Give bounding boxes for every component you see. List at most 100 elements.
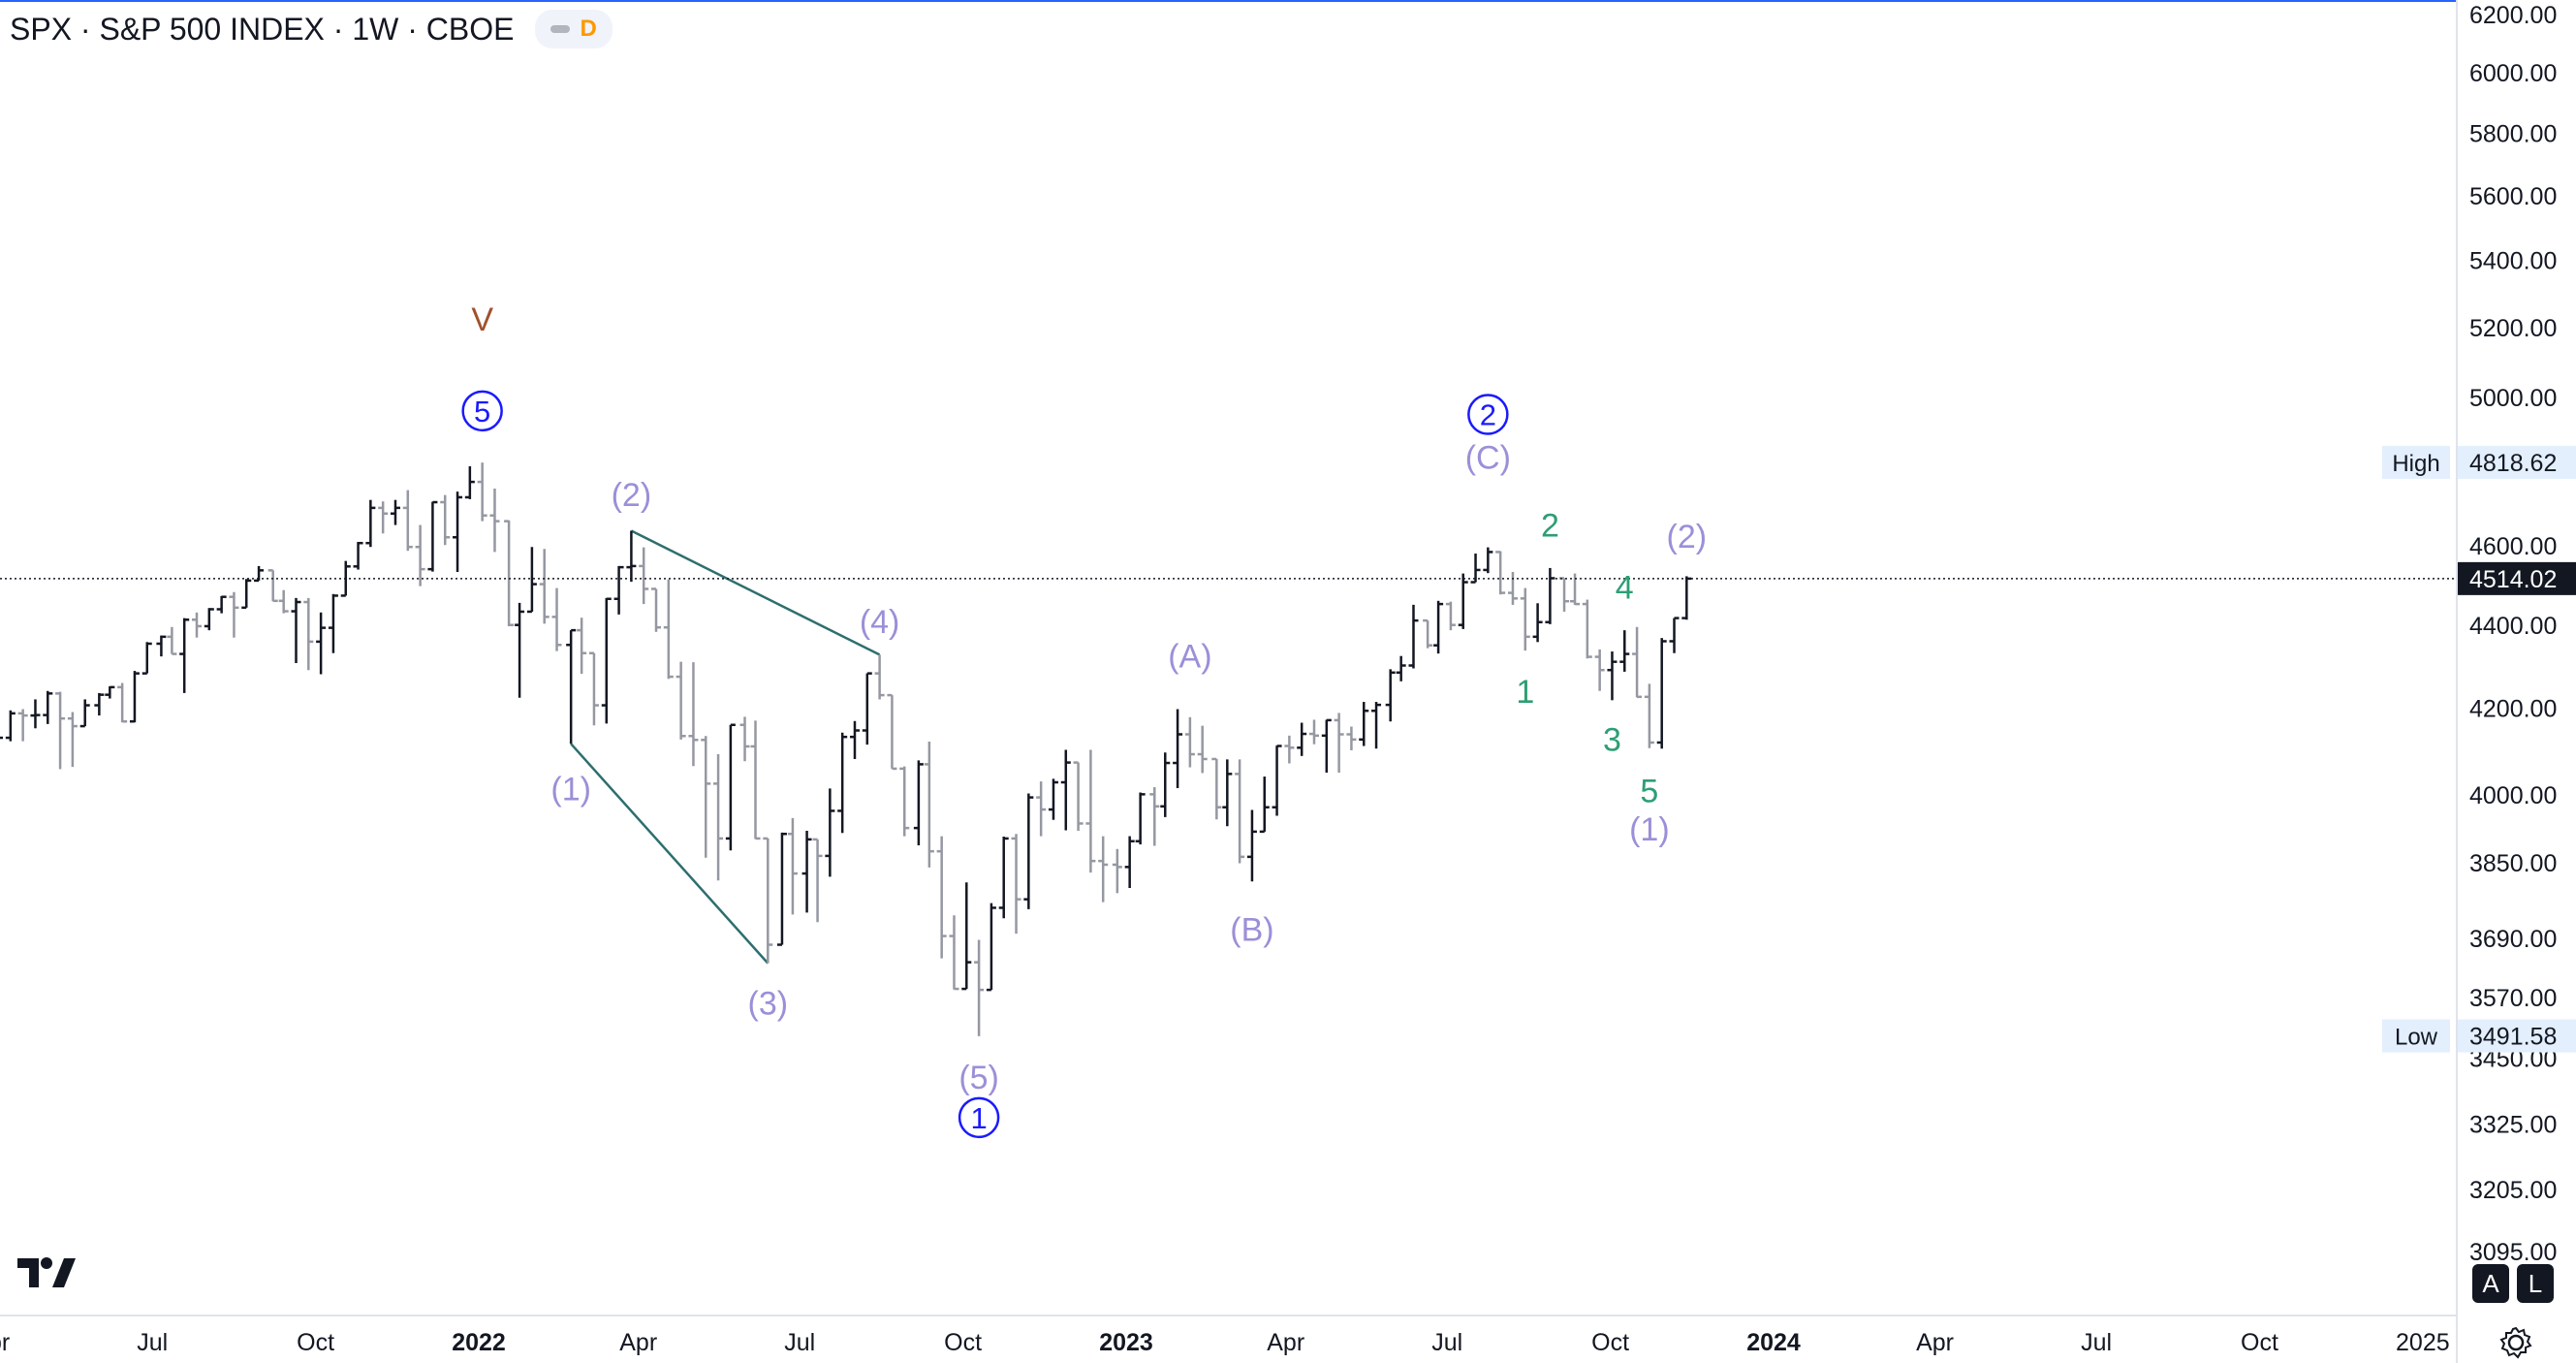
ohlc-bar [1470,554,1481,584]
price-tag-bg [2458,561,2576,595]
wave-label-circle [958,1096,1000,1139]
ohlc-bar [1433,600,1444,654]
ohlc-bar [316,612,327,675]
log-scale-button[interactable]: L [2517,1264,2554,1303]
time-tick-label: Apr [619,1329,657,1356]
price-tag-value: 3491.58 [2469,1024,2557,1051]
price-tick-label: 5600.00 [2469,183,2557,210]
price-tick-label: 4600.00 [2469,533,2557,560]
ohlc-bar [1197,725,1208,774]
auto-scale-button[interactable]: A [2472,1264,2509,1303]
ohlc-bar [1632,626,1643,699]
ohlc-bar [55,691,66,770]
wave-label: (2) [612,477,652,514]
symbol-title[interactable]: SPX · S&P 500 INDEX · 1W · CBOE [10,11,515,47]
ohlc-bar [1594,649,1605,691]
price-tick-label: 3690.00 [2469,926,2557,953]
price-tag-value: 4818.62 [2469,450,2557,477]
ohlc-bar [105,685,115,699]
ohlc-bar [725,723,736,851]
trendline [570,743,770,965]
ohlc-bar [1681,576,1692,620]
price-tick-label: 3325.00 [2469,1111,2557,1138]
ohlc-bar [1124,836,1135,889]
ohlc-bar [1098,836,1109,903]
wave-label: (C) [1465,440,1511,477]
ohlc-bar [241,579,252,610]
ohlc-bar [365,499,376,548]
ohlc-bar [156,635,167,657]
ohlc-bar [378,501,389,534]
time-tick-label: Jul [784,1329,815,1356]
wave-label: (5) [958,1060,999,1096]
ohlc-bar [0,736,4,740]
ohlc-bar [1023,793,1034,909]
tradingview-logo-icon[interactable] [16,1251,78,1295]
ohlc-bar [129,671,140,723]
price-tick-label: 6200.00 [2469,2,2557,29]
price-tick-label: 5200.00 [2469,315,2557,342]
ohlc-bar [924,742,934,868]
price-tag-value: 4514.02 [2469,566,2557,593]
ohlc-bar [192,612,203,638]
price-tick-label: 3570.00 [2469,985,2557,1012]
ohlc-bar [688,662,699,767]
market-status-badge[interactable]: D [535,10,613,48]
ohlc-bar [1112,848,1122,894]
ohlc-bar [663,579,674,680]
wave-label: (3) [748,986,789,1023]
ohlc-bar [1135,792,1146,845]
ohlc-bar [1334,713,1344,773]
wave-label: 2 [1480,398,1496,432]
ohlc-bar [701,736,711,858]
wave-label: (4) [860,604,900,641]
price-tick-label: 4400.00 [2469,613,2557,640]
time-tick-label: Oct [297,1329,334,1356]
ohlc-bar [899,766,910,837]
ohlc-bar [539,549,550,624]
ohlc-bar [1371,702,1382,749]
top-accent-line [0,0,2457,2]
wave-label: 1 [1516,674,1534,711]
ohlc-bar [489,489,500,553]
ohlc-bar [577,618,587,675]
ohlc-bar [1520,587,1530,651]
ohlc-bar [1408,604,1419,669]
ohlc-bar [750,720,761,840]
ohlc-bar [1532,603,1543,643]
ohlc-bar [801,830,812,913]
ohlc-bar [588,651,599,726]
price-tag-caption-bg [2382,445,2450,479]
wave-label: 5 [1640,774,1658,810]
time-tick-label: Jul [2081,1329,2112,1356]
ohlc-bar [675,661,686,740]
ohlc-bar [1246,809,1257,882]
time-tick-label: Oct [2241,1329,2278,1356]
price-tick-label: 5000.00 [2469,385,2557,412]
ohlc-bar [328,593,338,653]
ohlc-bar [1644,683,1654,748]
price-tick-label: 4000.00 [2469,782,2557,809]
ohlc-bar [1173,709,1183,788]
time-tick-label: 2022 [452,1329,506,1356]
settings-gear-icon[interactable] [2498,1325,2533,1360]
wave-label: 2 [1541,507,1559,544]
ohlc-bar [763,837,773,964]
ohlc-bar [440,494,451,546]
ohlc-bar [1423,618,1433,649]
ohlc-bar [179,618,190,693]
time-tick-label: Jul [137,1329,168,1356]
ohlc-bar [1669,617,1680,653]
ohlc-bar [1607,651,1618,701]
ohlc-bar [1359,702,1369,746]
ohlc-bar [167,626,177,655]
time-tick-label: Oct [944,1329,982,1356]
time-tick-label: Oct [1591,1329,1629,1356]
ohlc-bar [1222,759,1233,827]
status-dash-icon [550,25,571,33]
price-tag-caption: High [2392,451,2439,477]
ohlc-bar [515,602,525,698]
ohlc-bar [291,597,301,663]
ohlc-bar [477,462,487,522]
